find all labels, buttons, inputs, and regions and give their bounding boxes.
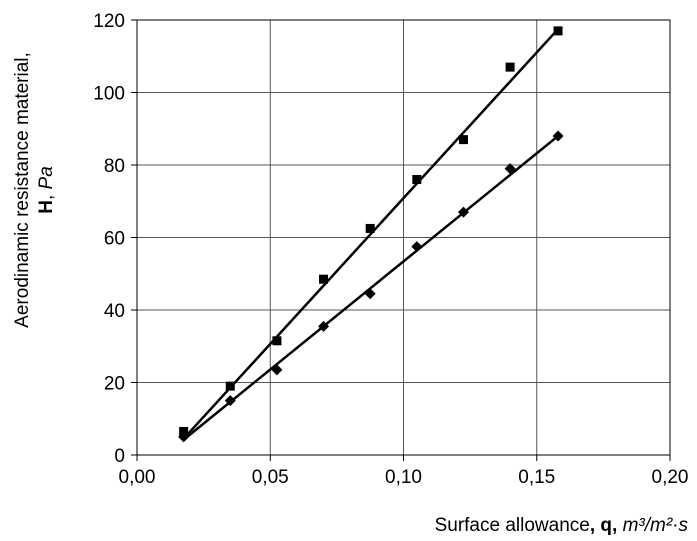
- series-1-square-marker: [553, 26, 563, 36]
- y-axis-title-line1: Aerodinamic resistance material,: [12, 52, 33, 328]
- series-2-trendline: [182, 135, 559, 441]
- series-1-square-marker: [412, 175, 422, 184]
- series-1-trendline: [182, 28, 559, 440]
- marker-layer: [178, 26, 564, 443]
- x-tick-label: 0,05: [252, 467, 289, 488]
- x-axis-label-text: Surface allowance: [435, 515, 590, 536]
- x-tick-label: 0,00: [119, 467, 156, 488]
- series-2-diamond-marker: [411, 241, 423, 253]
- trendline-layer: [182, 28, 559, 441]
- y-axis-label-unit: Pa: [36, 166, 57, 189]
- y-tick-label: 60: [104, 229, 125, 250]
- series-2-diamond-marker: [271, 364, 283, 376]
- y-axis-title-line2: H, Pa: [36, 166, 57, 214]
- x-tick-label: 0,20: [652, 467, 689, 488]
- y-axis-label-symbol: H: [36, 200, 57, 214]
- series-1-square-marker: [319, 274, 329, 284]
- x-axis-label-unit: m³/m²·s: [623, 515, 689, 536]
- series-2-diamond-marker: [364, 288, 376, 300]
- series-2-diamond-marker: [552, 130, 564, 142]
- series-2-diamond-marker: [457, 206, 469, 218]
- y-tick-label: 20: [104, 374, 125, 395]
- y-tick-label: 80: [104, 156, 125, 177]
- grid-layer: [137, 20, 670, 455]
- series-2-diamond-marker: [224, 395, 236, 407]
- y-axis-label-sep: ,: [36, 195, 57, 200]
- series-1-square-marker: [225, 381, 235, 391]
- x-axis-label-symbol: q: [600, 515, 612, 536]
- series-1-square-marker: [505, 62, 515, 72]
- series-1-square-marker: [272, 336, 282, 346]
- series-2-diamond-marker: [318, 320, 330, 332]
- axis-layer: [131, 19, 671, 461]
- y-tick-label: 40: [104, 301, 125, 322]
- x-axis-label-sep2: ,: [612, 515, 617, 536]
- y-tick-label: 120: [93, 11, 125, 32]
- x-axis-title: Surface allowance, q, m³/m²·s: [435, 515, 689, 536]
- series-1-square-marker: [458, 135, 468, 145]
- y-axis-title-group: Aerodinamic resistance material, H, Pa: [12, 52, 57, 328]
- x-tick-label: 0,15: [518, 467, 555, 488]
- tick-label-layer: 0,00 0,05 0,10 0,15 0,20 0 20 40 60 80 100 120: [93, 11, 688, 488]
- y-tick-label: 100: [93, 84, 125, 105]
- x-axis-label-sep1: ,: [590, 515, 595, 536]
- series-2-diamond-marker: [178, 431, 190, 443]
- x-tick-label: 0,10: [385, 467, 422, 488]
- series-1-square-marker: [365, 223, 375, 233]
- series-2-diamond-marker: [504, 163, 516, 175]
- y-tick-label: 0: [114, 446, 125, 467]
